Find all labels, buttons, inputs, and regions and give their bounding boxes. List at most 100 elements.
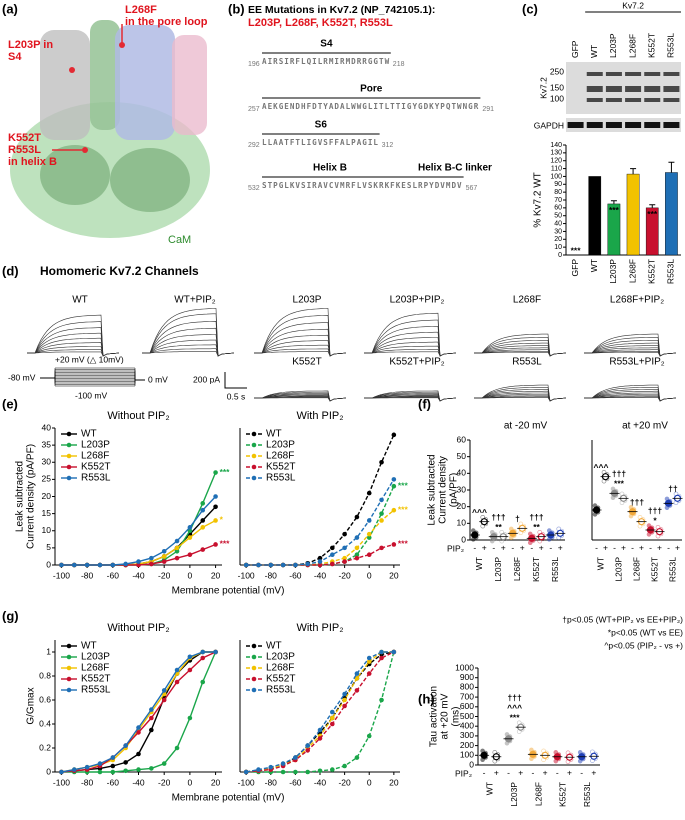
- significance-label: †: [515, 514, 520, 524]
- data-point: [330, 552, 335, 558]
- data-point: [161, 554, 167, 559]
- data-point: [330, 715, 335, 721]
- data-point: [174, 667, 180, 673]
- significance-label: **: [495, 522, 502, 532]
- y-tick-label: 110: [551, 165, 562, 172]
- current-trace: [584, 387, 677, 402]
- pip-label: -: [507, 767, 510, 777]
- voltage-step: [40, 375, 145, 381]
- legend-label: WT: [81, 641, 97, 652]
- y-tick-label: 0.2: [39, 742, 51, 752]
- chart-title: at +20 mV: [622, 421, 668, 432]
- data-point: [149, 561, 154, 567]
- lane-label: L268F: [627, 34, 637, 58]
- y-axis-label: (pA/PF): [449, 473, 460, 507]
- sequence: LLAATFTLIGVSFFALPAGIL: [262, 138, 379, 147]
- data-point: [187, 552, 193, 558]
- data-point: [71, 562, 77, 568]
- current-trace: [474, 394, 567, 402]
- current-trace: [364, 331, 457, 357]
- legend-label: L268F: [266, 663, 294, 674]
- data-point: [161, 549, 167, 554]
- data-point: [391, 649, 397, 655]
- voltage-step: [40, 377, 145, 387]
- current-trace: [142, 344, 235, 357]
- y-tick-label: 20: [554, 236, 562, 243]
- y-tick-label: 1: [46, 646, 51, 656]
- current-trace: [364, 394, 457, 402]
- y-tick-label: 400: [460, 720, 474, 730]
- gapdh-band: [605, 122, 622, 128]
- data-point: [354, 688, 360, 693]
- legend-marker: [66, 665, 72, 671]
- data-point: [256, 767, 261, 772]
- current-trace: [584, 396, 677, 402]
- y-tick-label: 60: [554, 205, 562, 212]
- data-point: [149, 766, 154, 771]
- legend-marker: [66, 431, 72, 437]
- data-point: [161, 761, 167, 766]
- data-point: [366, 671, 372, 676]
- sequence-start: 196: [248, 61, 260, 68]
- current-trace: [364, 391, 457, 402]
- segment-name: S6: [315, 120, 328, 131]
- panel-label: (b): [228, 1, 245, 16]
- structure-label: S4: [8, 51, 22, 63]
- data-point: [330, 561, 335, 567]
- data-point: [293, 755, 298, 760]
- legend-note: †p<0.05 (WT+PIP₂ vs EE+PIP₂): [562, 614, 683, 624]
- data-point: [366, 552, 372, 558]
- y-tick-label: 20: [457, 501, 467, 511]
- current-trace: [584, 395, 677, 402]
- legend-label: L268F: [81, 451, 109, 462]
- current-trace: [27, 346, 120, 357]
- blot-band: [625, 98, 642, 102]
- data-point: [187, 667, 193, 673]
- data-point: [187, 715, 193, 721]
- data-point: [342, 691, 347, 697]
- x-tick-label: L268F: [533, 782, 543, 806]
- data-point: [366, 733, 372, 739]
- data-point: [366, 655, 372, 661]
- data-point: [187, 535, 193, 540]
- y-tick-label: 0: [461, 534, 466, 544]
- legend-marker: [251, 665, 257, 671]
- panel-label: (a): [2, 1, 18, 16]
- significance-label: ††: [668, 484, 678, 494]
- legend-marker: [251, 654, 257, 660]
- y-tick-label: 35: [42, 439, 52, 449]
- x-tick-label: -40: [132, 570, 145, 580]
- significance-label: †††: [529, 512, 543, 522]
- y-axis-label: at +20 mV: [440, 693, 451, 739]
- y-tick-label: 0: [46, 766, 51, 776]
- chart-title: Without PIP₂: [107, 410, 169, 422]
- mw-marker: 150: [550, 82, 564, 92]
- x-tick-label: -60: [107, 777, 120, 787]
- voltage-step: [40, 377, 145, 381]
- data-point: [110, 755, 116, 760]
- data-point: [243, 562, 249, 568]
- x-tick-label: 0: [188, 570, 193, 580]
- mw-marker: 100: [550, 93, 564, 103]
- pip-label: +: [603, 542, 608, 552]
- y-tick-label: 30: [457, 484, 467, 494]
- data-point: [354, 755, 360, 760]
- current-trace: [27, 327, 120, 357]
- x-tick-label: -60: [289, 570, 302, 580]
- current-trace: [254, 351, 347, 357]
- blot-band: [605, 86, 622, 92]
- trace-label: WT+PIP₂: [174, 295, 216, 306]
- panel-label: (e): [2, 396, 18, 411]
- y-tick-label: 140: [550, 142, 562, 149]
- sequence-start: 257: [248, 106, 260, 113]
- current-trace: [584, 384, 677, 402]
- data-point: [354, 514, 360, 520]
- current-trace: [27, 332, 120, 357]
- y-tick-label: 10: [42, 525, 52, 535]
- structure-label: in helix B: [8, 156, 57, 168]
- legend-label: K552T: [81, 674, 110, 685]
- data-point: [379, 497, 384, 503]
- trace-label: R553L+PIP₂: [609, 357, 664, 368]
- y-tick-label: 0: [558, 252, 562, 259]
